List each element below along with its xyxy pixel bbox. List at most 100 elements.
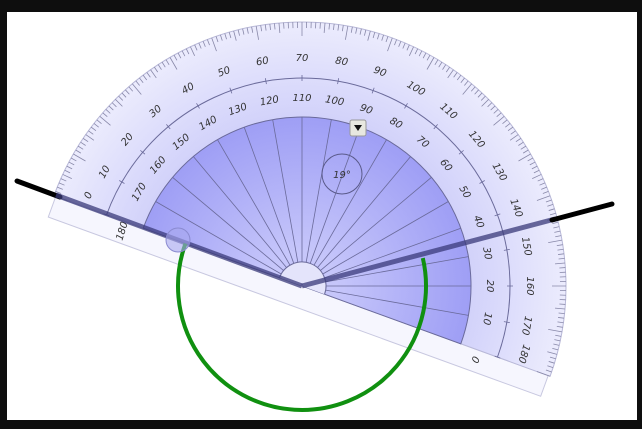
tick-mark bbox=[385, 36, 389, 43]
tick-mark bbox=[518, 141, 524, 146]
tick-mark bbox=[139, 77, 144, 83]
tick-mark bbox=[502, 119, 508, 124]
tick-mark bbox=[404, 103, 408, 109]
tick-mark bbox=[537, 178, 544, 182]
tick-mark bbox=[559, 271, 566, 273]
tick-mark bbox=[442, 64, 447, 70]
tick-mark bbox=[553, 343, 560, 346]
tick-mark bbox=[96, 119, 102, 124]
tick-mark bbox=[233, 30, 237, 41]
radial-line bbox=[217, 139, 291, 266]
tick-mark bbox=[558, 253, 565, 255]
tick-mark bbox=[85, 134, 95, 141]
tick-mark bbox=[102, 112, 108, 118]
inner-scale-label: 110 bbox=[292, 93, 311, 104]
tick-mark bbox=[433, 124, 438, 130]
tick-mark bbox=[418, 50, 423, 57]
center-hub bbox=[278, 261, 327, 295]
tick-mark bbox=[75, 149, 82, 154]
tick-mark bbox=[251, 26, 254, 33]
tick-mark bbox=[105, 109, 111, 114]
tick-mark bbox=[306, 22, 308, 29]
tick-mark bbox=[554, 262, 566, 265]
tick-mark bbox=[434, 59, 439, 66]
tick-mark bbox=[408, 46, 414, 56]
tick-mark bbox=[558, 317, 565, 319]
tick-mark bbox=[527, 157, 534, 162]
tick-mark bbox=[274, 23, 276, 30]
tick-mark bbox=[557, 248, 564, 251]
tick-mark bbox=[70, 157, 77, 162]
tick-mark bbox=[121, 92, 127, 98]
tick-mark bbox=[494, 213, 501, 217]
radial-lines bbox=[155, 116, 472, 316]
tick-mark bbox=[150, 69, 157, 79]
tick-mark bbox=[445, 66, 450, 73]
tick-mark bbox=[507, 285, 514, 287]
tick-mark bbox=[493, 109, 499, 114]
tick-mark bbox=[552, 348, 559, 351]
radial-line bbox=[322, 201, 449, 275]
radial-line bbox=[272, 119, 299, 263]
degree-ticks bbox=[53, 21, 567, 377]
tick-mark bbox=[539, 182, 546, 186]
radial-line bbox=[324, 227, 461, 279]
tick-mark bbox=[479, 180, 485, 184]
tick-mark bbox=[548, 208, 555, 211]
tick-mark bbox=[337, 24, 340, 31]
tick-mark bbox=[287, 22, 289, 29]
radial-line bbox=[325, 289, 469, 316]
inner-scale-label: 10 bbox=[480, 311, 493, 325]
tick-mark bbox=[549, 212, 556, 216]
angle-readout: 19° bbox=[333, 170, 351, 181]
tick-mark bbox=[73, 153, 86, 162]
tick-mark bbox=[549, 356, 556, 360]
tick-mark bbox=[115, 99, 123, 107]
tick-mark bbox=[426, 54, 431, 61]
left-arm-outer[interactable] bbox=[14, 178, 63, 200]
tick-mark bbox=[515, 138, 522, 143]
tick-mark bbox=[355, 27, 358, 34]
tick-mark bbox=[493, 115, 505, 126]
tick-mark bbox=[264, 78, 267, 85]
outer-scale-label: 70 bbox=[296, 53, 309, 64]
inner-scale-label: 100 bbox=[324, 94, 345, 108]
tick-mark bbox=[558, 258, 565, 260]
tick-mark bbox=[90, 126, 97, 132]
tick-mark bbox=[559, 280, 566, 282]
radial-line bbox=[313, 139, 387, 266]
tick-mark bbox=[269, 23, 271, 30]
tick-mark bbox=[548, 329, 563, 333]
inner-scale-label: 90 bbox=[358, 102, 374, 117]
tick-mark bbox=[533, 169, 540, 174]
tick-mark bbox=[296, 22, 298, 29]
dropdown-button[interactable] bbox=[349, 119, 367, 137]
tick-mark bbox=[93, 123, 99, 128]
right-arm[interactable] bbox=[301, 216, 556, 289]
tick-mark bbox=[545, 199, 552, 203]
tick-mark bbox=[80, 141, 86, 146]
right-arm-outer[interactable] bbox=[549, 201, 615, 223]
tick-mark bbox=[55, 191, 62, 194]
tick-mark bbox=[545, 369, 552, 373]
tick-mark bbox=[456, 74, 462, 81]
tick-mark bbox=[458, 150, 464, 155]
tick-mark bbox=[337, 78, 340, 85]
outer-scale-label: 80 bbox=[334, 55, 348, 68]
radial-line bbox=[305, 119, 332, 263]
tick-mark bbox=[555, 334, 562, 337]
tick-mark bbox=[556, 325, 563, 328]
tick-mark bbox=[496, 112, 502, 118]
radial-line bbox=[155, 201, 282, 275]
tick-mark bbox=[185, 48, 190, 55]
tick-mark bbox=[202, 41, 206, 47]
radial-line bbox=[301, 116, 303, 262]
arm-drag-handle[interactable] bbox=[165, 227, 191, 253]
tick-mark bbox=[190, 46, 196, 56]
tick-mark bbox=[426, 57, 435, 70]
angle-readout-circle bbox=[321, 153, 363, 195]
tick-mark bbox=[552, 285, 567, 287]
tick-mark bbox=[333, 23, 335, 30]
